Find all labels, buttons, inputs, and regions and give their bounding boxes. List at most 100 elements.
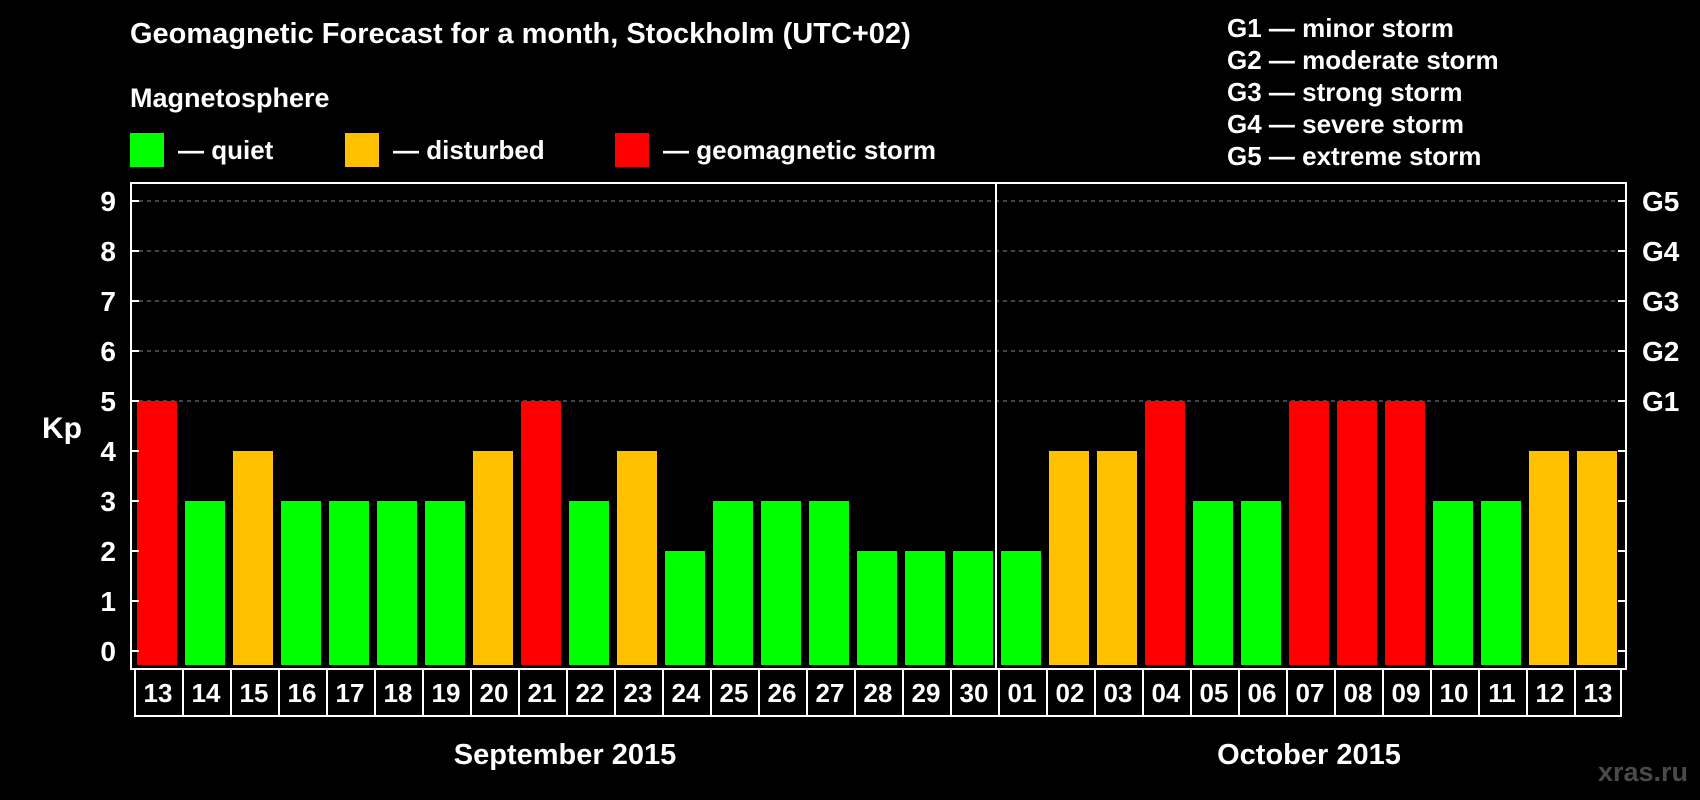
bar-12 xyxy=(713,501,753,665)
bar-22 xyxy=(1193,501,1233,665)
bar-8 xyxy=(521,401,561,665)
right-label-G5: G5 xyxy=(1642,186,1679,217)
day-label-12: 25 xyxy=(720,678,749,708)
day-label-18: 01 xyxy=(1008,678,1037,708)
bar-14 xyxy=(809,501,849,665)
ytick-label-7: 7 xyxy=(100,286,116,317)
ytick-label-6: 6 xyxy=(100,336,116,367)
storm-level-g1: G1 — minor storm xyxy=(1227,13,1454,43)
day-label-row xyxy=(134,668,1622,717)
day-label-10: 23 xyxy=(624,678,653,708)
day-label-13: 26 xyxy=(768,678,797,708)
right-label-G4: G4 xyxy=(1642,236,1680,267)
ytick-label-4: 4 xyxy=(100,436,116,467)
bar-21 xyxy=(1145,401,1185,665)
day-label-4: 17 xyxy=(336,678,365,708)
chart-title: Geomagnetic Forecast for a month, Stockh… xyxy=(130,18,911,50)
bar-1 xyxy=(185,501,225,665)
day-label-7: 20 xyxy=(480,678,509,708)
bar-15 xyxy=(857,551,897,665)
legend-label-quiet: — quiet xyxy=(178,134,274,165)
bar-19 xyxy=(1049,451,1089,665)
bar-27 xyxy=(1433,501,1473,665)
ytick-label-0: 0 xyxy=(100,636,116,667)
day-label-19: 02 xyxy=(1056,678,1085,708)
day-label-0: 13 xyxy=(144,678,173,708)
day-label-17: 30 xyxy=(960,678,989,708)
storm-level-list: G1 — minor storm G2 — moderate storm G3 … xyxy=(1227,12,1499,172)
bar-29 xyxy=(1529,451,1569,665)
right-label-G2: G2 xyxy=(1642,336,1679,367)
ytick-label-3: 3 xyxy=(100,486,116,517)
ytick-label-2: 2 xyxy=(100,536,116,567)
storm-level-g3: G3 — strong storm xyxy=(1227,77,1463,107)
month-label-1: October 2015 xyxy=(1217,739,1401,771)
ytick-label-1: 1 xyxy=(100,586,116,617)
right-label-G1: G1 xyxy=(1642,386,1679,417)
bar-26 xyxy=(1385,401,1425,665)
bar-2 xyxy=(233,451,273,665)
bar-18 xyxy=(1001,551,1041,665)
bar-30 xyxy=(1577,451,1617,665)
bar-24 xyxy=(1289,401,1329,665)
storm-level-g4: G4 — severe storm xyxy=(1227,109,1465,139)
right-label-G3: G3 xyxy=(1642,286,1679,317)
bar-28 xyxy=(1481,501,1521,665)
day-label-24: 07 xyxy=(1296,678,1325,708)
day-label-23: 06 xyxy=(1248,678,1277,708)
day-label-6: 19 xyxy=(432,678,461,708)
day-label-15: 28 xyxy=(864,678,893,708)
legend-swatch-disturbed xyxy=(345,133,379,167)
day-label-27: 10 xyxy=(1440,678,1469,708)
day-label-22: 05 xyxy=(1200,678,1229,708)
day-label-14: 27 xyxy=(816,678,845,708)
bar-25 xyxy=(1337,401,1377,665)
bar-13 xyxy=(761,501,801,665)
day-label-20: 03 xyxy=(1104,678,1133,708)
watermark: xras.ru xyxy=(1597,757,1688,787)
legend-label-storm: — geomagnetic storm xyxy=(663,134,937,165)
bar-20 xyxy=(1097,451,1137,665)
month-label-0: September 2015 xyxy=(454,739,676,771)
legend-item-disturbed: — disturbed xyxy=(345,133,545,167)
bar-10 xyxy=(617,451,657,665)
day-label-25: 08 xyxy=(1344,678,1373,708)
legend-swatch-storm xyxy=(615,133,649,167)
bar-16 xyxy=(905,551,945,665)
day-label-9: 22 xyxy=(576,678,605,708)
bar-17 xyxy=(953,551,993,665)
legend-title: Magnetosphere xyxy=(130,83,330,113)
legend-swatch-quiet xyxy=(130,133,164,167)
bar-5 xyxy=(377,501,417,665)
legend-item-quiet: — quiet xyxy=(130,133,273,167)
day-label-30: 13 xyxy=(1584,678,1613,708)
legend-item-storm: — geomagnetic storm xyxy=(615,133,936,167)
day-label-1: 14 xyxy=(192,678,221,708)
day-label-16: 29 xyxy=(912,678,941,708)
bar-9 xyxy=(569,501,609,665)
y-axis-label: Kp xyxy=(42,412,82,445)
ytick-label-8: 8 xyxy=(100,236,116,267)
day-label-8: 21 xyxy=(528,678,557,708)
bar-7 xyxy=(473,451,513,665)
bar-0 xyxy=(137,401,177,665)
day-label-3: 16 xyxy=(288,678,317,708)
bar-11 xyxy=(665,551,705,665)
storm-level-g2: G2 — moderate storm xyxy=(1227,45,1499,75)
day-label-26: 09 xyxy=(1392,678,1421,708)
day-label-29: 12 xyxy=(1536,678,1565,708)
storm-level-g5: G5 — extreme storm xyxy=(1227,141,1482,171)
ytick-label-9: 9 xyxy=(100,186,116,217)
bar-3 xyxy=(281,501,321,665)
day-label-28: 11 xyxy=(1488,678,1516,708)
bar-4 xyxy=(329,501,369,665)
ytick-label-5: 5 xyxy=(100,386,116,417)
bar-6 xyxy=(425,501,465,665)
day-label-5: 18 xyxy=(384,678,413,708)
legend-label-disturbed: — disturbed xyxy=(393,134,545,165)
day-label-21: 04 xyxy=(1152,678,1181,708)
day-label-2: 15 xyxy=(240,678,269,708)
day-label-11: 24 xyxy=(672,678,701,708)
bar-23 xyxy=(1241,501,1281,665)
